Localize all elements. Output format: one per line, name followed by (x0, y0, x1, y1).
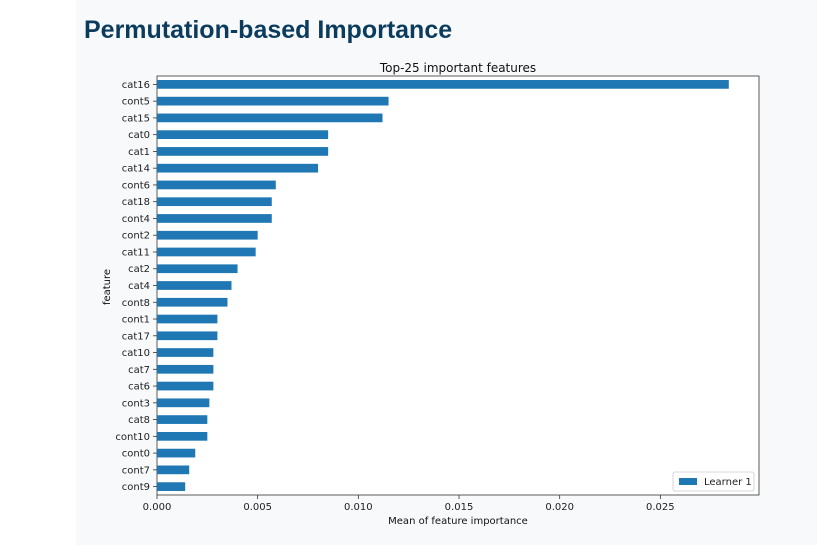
x-tick-label: 0.015 (445, 502, 474, 513)
legend-label: Learner 1 (704, 477, 752, 488)
bar-cat17 (157, 331, 218, 341)
bar-cont3 (157, 398, 210, 408)
y-tick-label: cat10 (122, 348, 150, 359)
y-tick-label: cont4 (122, 214, 150, 225)
bar-cont7 (157, 465, 190, 475)
y-tick-label: cat6 (128, 382, 150, 393)
bar-cont6 (157, 180, 276, 190)
x-tick-label: 0.010 (344, 502, 373, 513)
chart-title: Top-25 important features (379, 61, 536, 75)
bar-cont9 (157, 482, 186, 491)
y-tick-label: cont5 (122, 97, 150, 108)
y-tick-label: cat16 (122, 80, 150, 91)
x-tick-label: 0.020 (545, 502, 574, 513)
y-tick-label: cont9 (122, 482, 150, 493)
bar-cont4 (157, 214, 272, 223)
y-tick-label: cont3 (122, 398, 150, 409)
bar-cat10 (157, 348, 214, 357)
bar-cat8 (157, 415, 208, 424)
y-axis-label: feature (102, 269, 113, 305)
bar-cat14 (157, 163, 319, 173)
x-tick-label: 0.025 (646, 502, 675, 513)
y-tick-label: cat0 (128, 130, 150, 141)
bar-cont2 (157, 230, 258, 240)
y-tick-label: cat7 (128, 365, 150, 376)
y-tick-label: cont6 (122, 180, 150, 191)
y-tick-label: cat15 (122, 113, 150, 124)
y-tick-label: cat4 (128, 281, 150, 292)
bar-cat4 (157, 281, 232, 290)
y-tick-label: cont0 (122, 449, 150, 460)
y-tick-label: cont7 (122, 465, 150, 476)
bar-cat1 (157, 147, 329, 156)
y-tick-label: cat18 (122, 197, 150, 208)
bar-cont0 (157, 448, 196, 458)
legend: Learner 1 (672, 471, 755, 492)
bars-group (157, 80, 729, 491)
bar-cont8 (157, 297, 228, 307)
bar-cat16 (157, 80, 729, 89)
bar-cont5 (157, 96, 389, 106)
x-tick-label: 0.000 (143, 502, 172, 513)
y-tick-label: cont1 (122, 315, 150, 326)
y-tick-label: cat11 (122, 247, 150, 258)
bar-cont10 (157, 431, 208, 441)
page-title: Permutation-based Importance (84, 16, 453, 44)
plot-area (156, 75, 760, 496)
y-tick-label: cat2 (128, 264, 150, 275)
y-tick-label: cat17 (122, 331, 150, 342)
bar-cat7 (157, 364, 214, 374)
x-ticks: 0.000 0.005 0.010 0.015 0.020 0.025 (143, 495, 675, 513)
bar-cat6 (157, 381, 214, 391)
x-tick-label: 0.005 (243, 502, 272, 513)
bar-cont1 (157, 314, 218, 324)
bar-cat15 (157, 113, 383, 123)
legend-box (672, 471, 755, 492)
legend-swatch (679, 478, 697, 485)
bar-cat0 (157, 130, 329, 140)
y-tick-label: cat14 (122, 164, 150, 175)
x-axis-label: Mean of feature importance (388, 516, 528, 527)
y-tick-label: cat1 (128, 147, 150, 158)
y-tick-labels: cat16 cont5 cat15 cat0 cat1 cat14 cont6 cat18 co… (115, 80, 157, 493)
y-tick-label: cat8 (128, 415, 150, 426)
bar-cat11 (157, 247, 256, 257)
bar-cat2 (157, 264, 238, 274)
y-tick-label: cont2 (122, 231, 150, 242)
bar-cat18 (157, 197, 272, 207)
y-tick-label: cont10 (115, 432, 150, 443)
y-tick-label: cont8 (122, 298, 150, 309)
